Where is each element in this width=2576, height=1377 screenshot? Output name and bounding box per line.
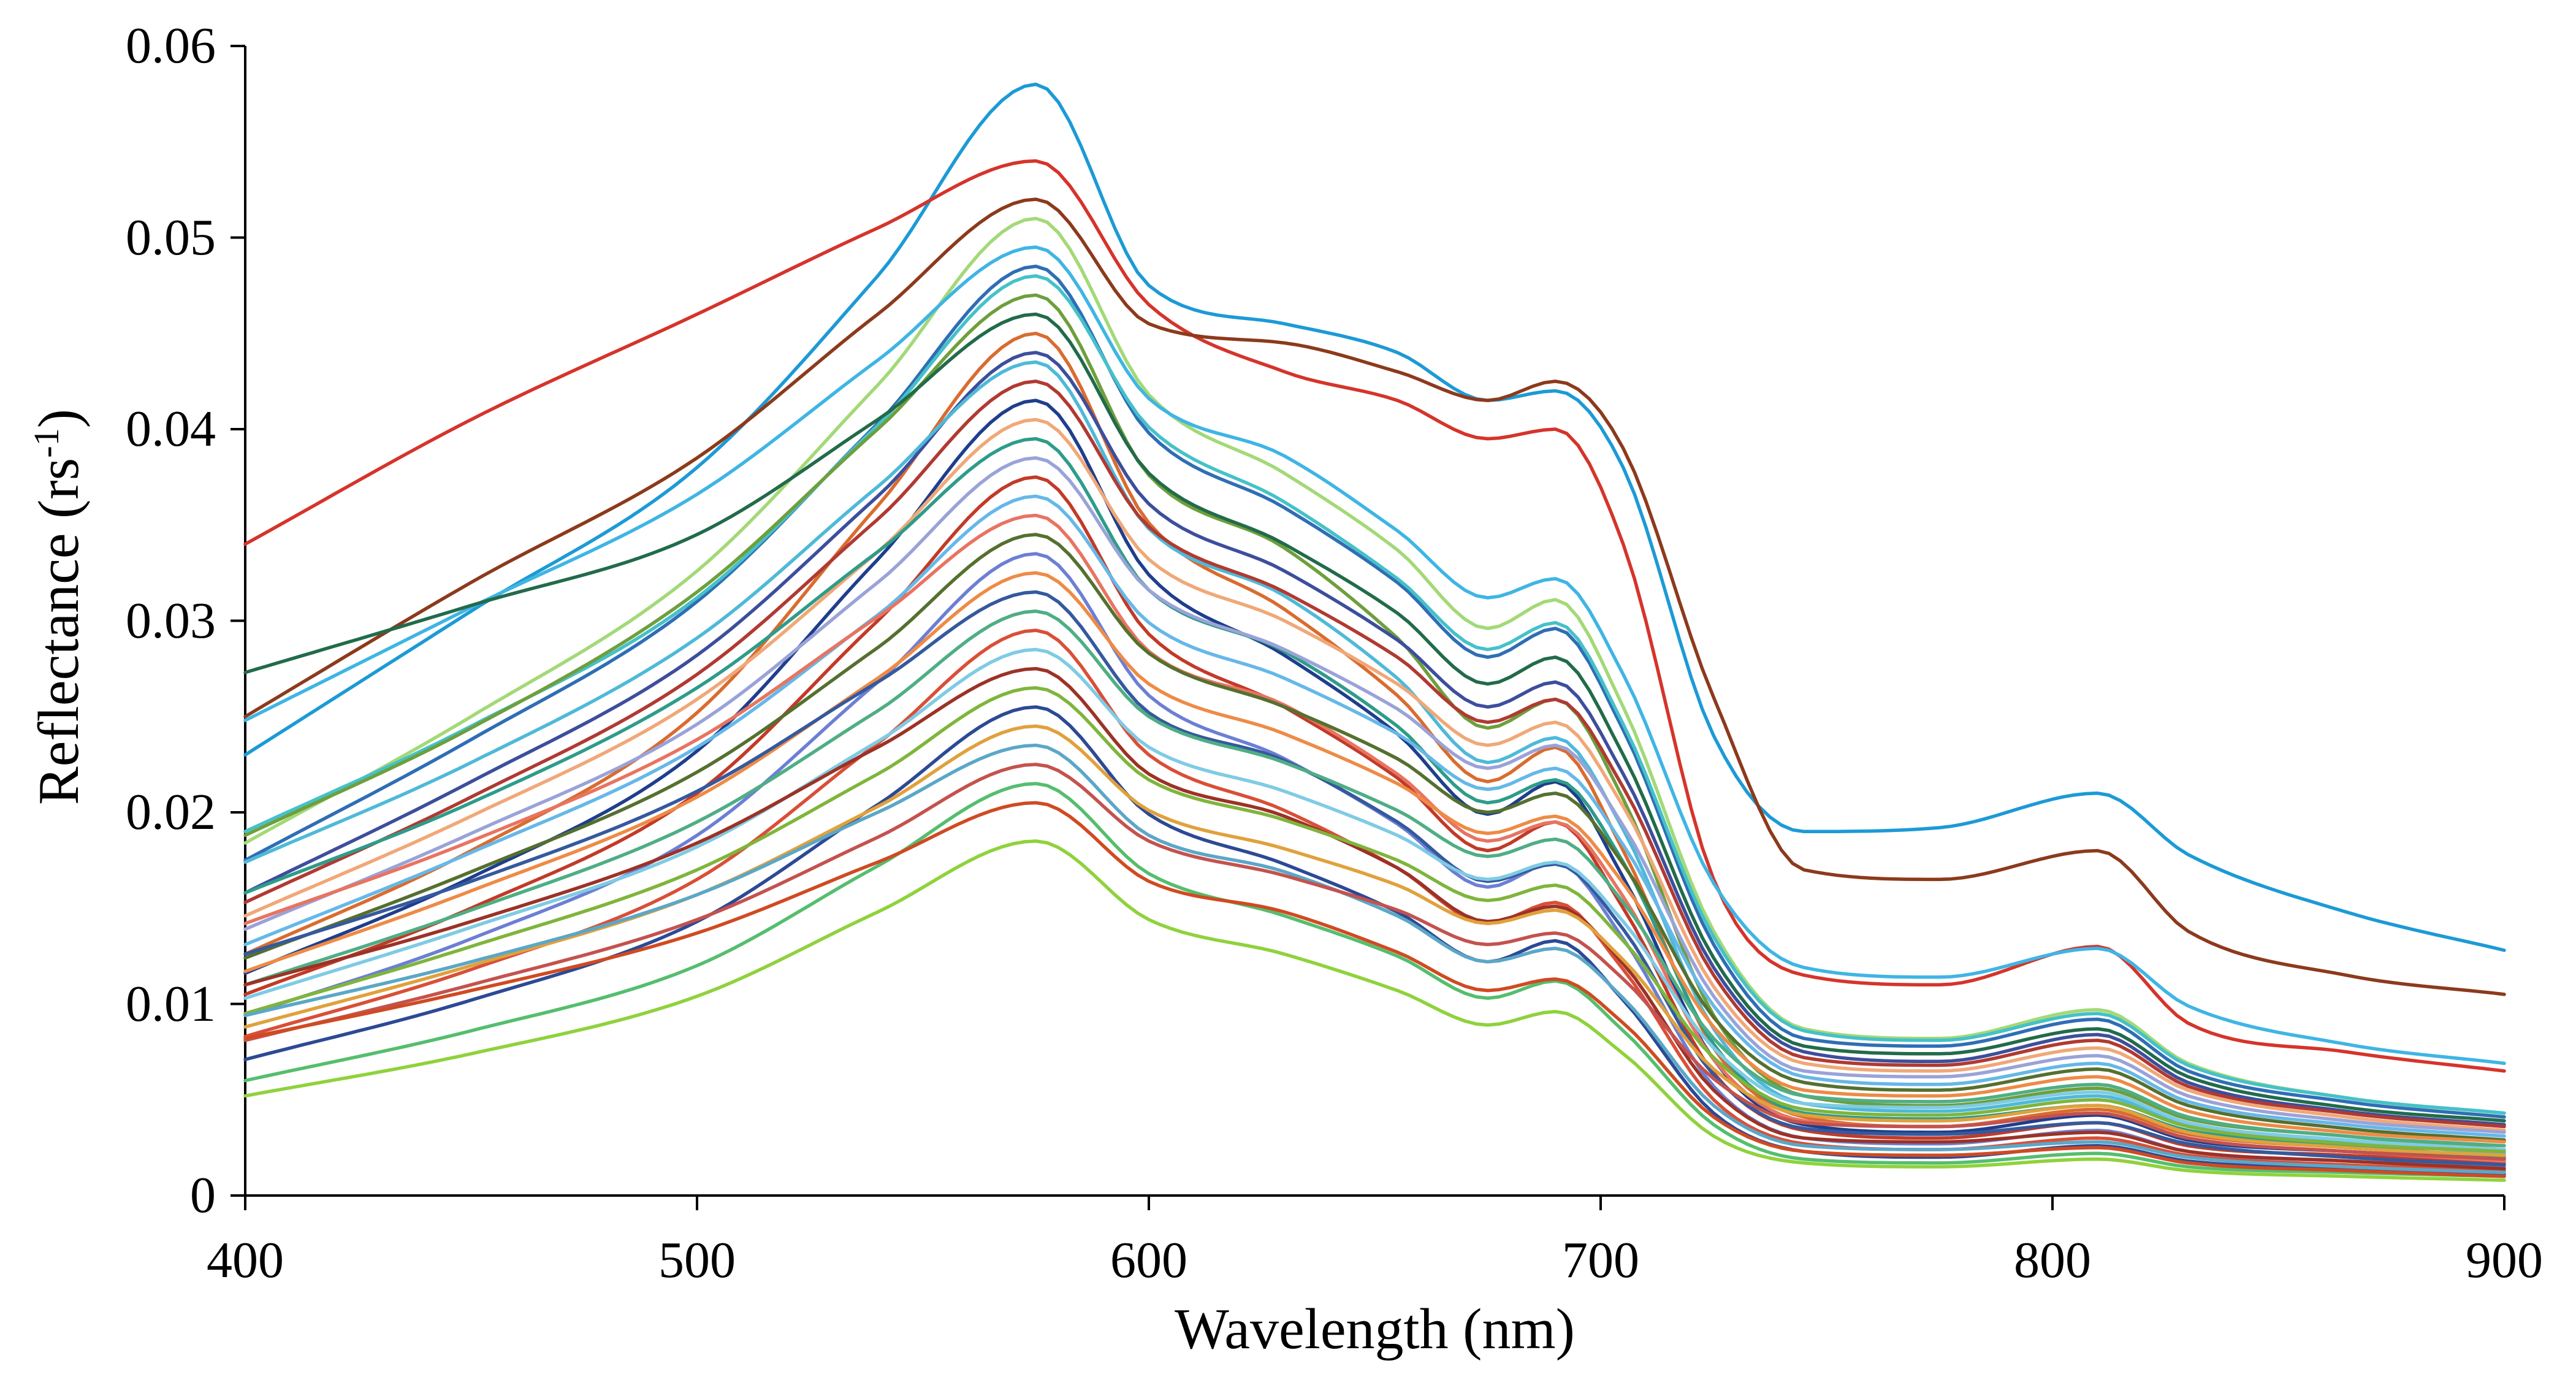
spectrum-curve-28	[243, 666, 2506, 1171]
spectrum-curve-2	[243, 159, 2506, 1073]
spectrum-curve-7	[243, 274, 2506, 1115]
spectrum-curve-6	[243, 264, 2506, 1119]
x-tick-label: 500	[658, 1232, 736, 1289]
spectrum-curve-10	[243, 332, 2506, 1159]
spectrum-curve-13	[243, 380, 2506, 1129]
x-tick-label: 900	[2466, 1232, 2543, 1289]
y-tick-label: 0.03	[126, 592, 216, 649]
spectrum-curve-18	[243, 475, 2506, 1165]
spectrum-curve-35	[243, 801, 2506, 1178]
x-axis-title: Wavelength (nm)	[1175, 1297, 1575, 1361]
y-tick-label: 0	[190, 1167, 216, 1224]
spectrum-curve-34	[243, 782, 2506, 1178]
y-tick-label: 0.06	[126, 17, 216, 74]
spectrum-curve-4	[243, 216, 2506, 1115]
spectrum-curve-3	[243, 197, 2506, 996]
spectrum-curve-5	[243, 245, 2506, 1066]
spectrum-curve-11	[243, 351, 2506, 1127]
spectrum-curve-24	[243, 590, 2506, 1167]
spectrum-curve-1	[243, 82, 2506, 952]
spectrum-curve-23	[243, 571, 2506, 1144]
spectrum-curve-14	[243, 399, 2506, 1161]
y-tick-label: 0.02	[126, 784, 216, 841]
x-tick-label: 700	[1562, 1232, 1639, 1289]
spectrum-curve-33	[243, 763, 2506, 1161]
y-tick-label: 0.01	[126, 975, 216, 1032]
x-tick-label: 800	[2014, 1232, 2091, 1289]
spectrum-curve-9	[243, 312, 2506, 1123]
spectrum-curve-8	[243, 293, 2506, 1151]
y-tick-label: 0.05	[126, 208, 216, 266]
y-axis-title-superscript: -1	[26, 428, 66, 458]
y-axis-title-close: )	[27, 408, 91, 429]
spectrum-curve-25	[243, 609, 2506, 1148]
spectrum-curve-19	[243, 494, 2506, 1138]
y-tick-label: 0.04	[126, 400, 216, 457]
x-tick-label: 400	[207, 1232, 284, 1289]
y-axis-title: Reflectance (rs-1)	[16, 408, 91, 806]
spectrum-curve-27	[243, 647, 2506, 1151]
spectrum-curve-12	[243, 360, 2506, 1156]
spectrum-curve-32	[243, 743, 2506, 1175]
y-axis-title-text: Reflectance (rs	[27, 457, 91, 806]
spectrum-curve-15	[243, 418, 2506, 1132]
spectrum-curve-21	[243, 533, 2506, 1142]
x-tick-label: 600	[1110, 1232, 1187, 1289]
spectrum-curve-36	[243, 839, 2506, 1182]
axis-lines	[244, 46, 2504, 1197]
spectrum-curve-29	[243, 686, 2506, 1153]
spectrum-curve-17	[243, 456, 2506, 1134]
